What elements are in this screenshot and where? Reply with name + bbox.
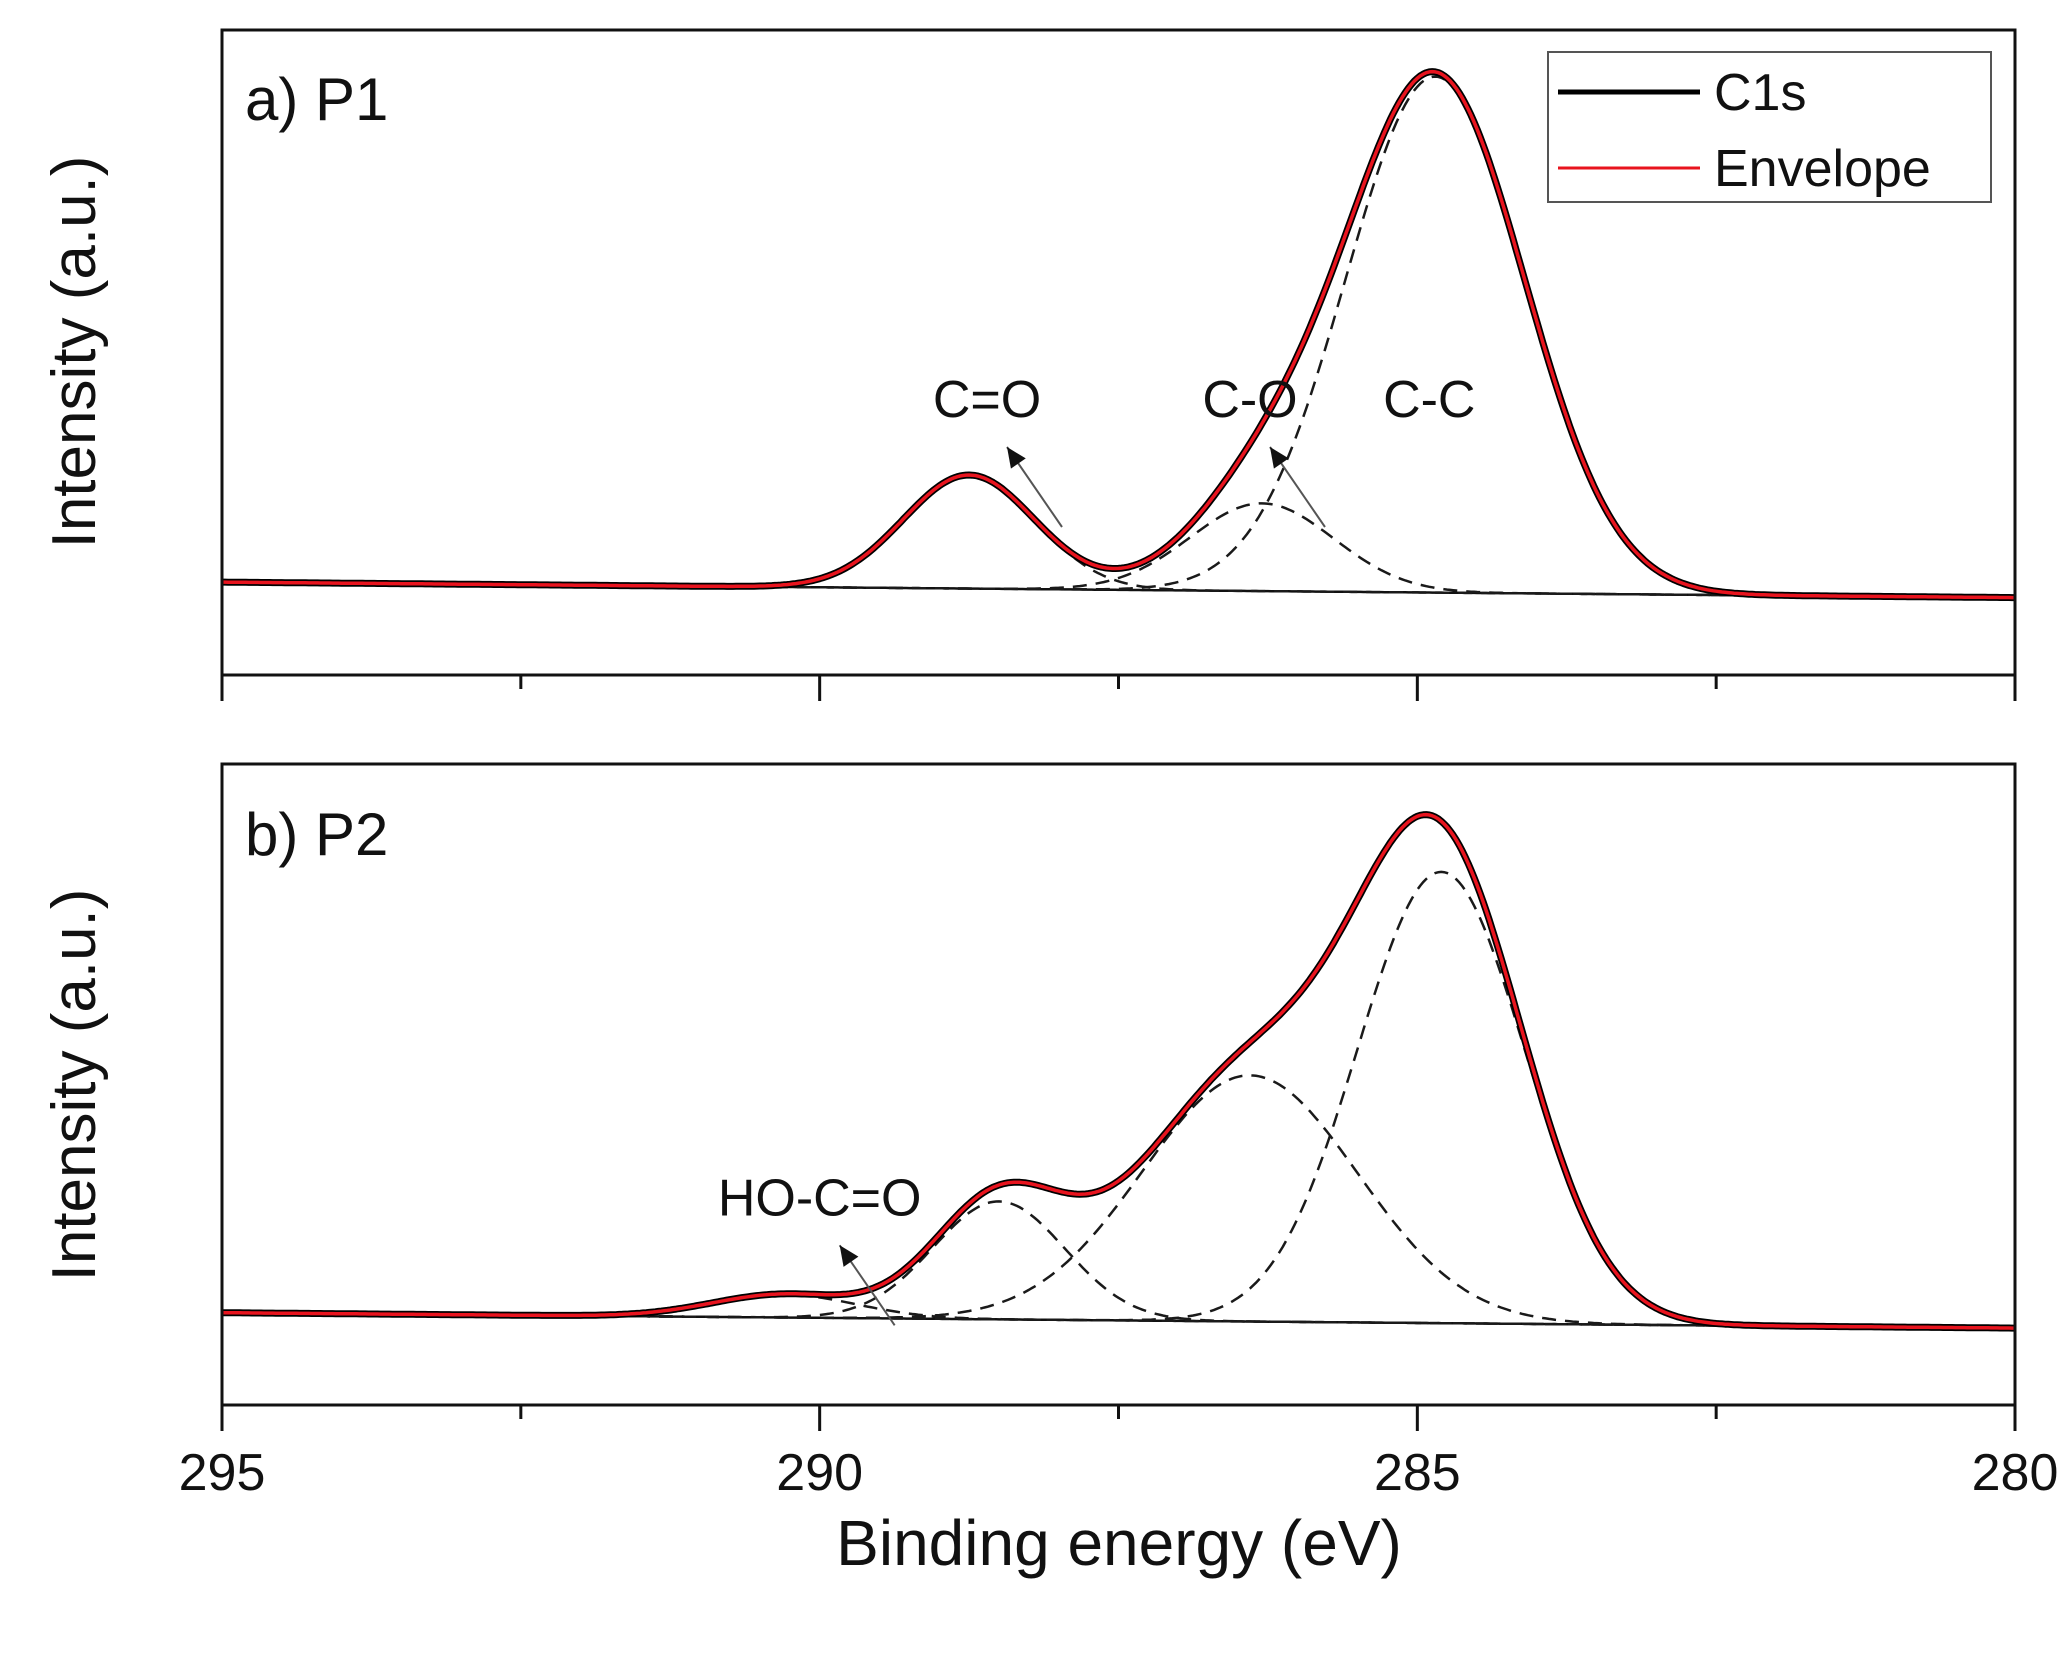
legend-envelope-label: Envelope [1714,140,1931,198]
x-tick-label: 280 [1972,1444,2059,1502]
peak-label-c-o: C-O [1202,371,1297,429]
panel-a-plot-area: C=O C-O C-C [221,68,2016,602]
component-c-o [222,502,2015,599]
panel-b-ticks [220,1405,2017,1431]
x-tick-label: 290 [776,1444,863,1502]
panel-a-label: a) P1 [245,66,388,133]
x-tick-label: 285 [1374,1444,1461,1502]
panel-a-ylabel: Intensity (a.u.) [40,156,109,549]
annotation-arrow-head [839,1245,859,1267]
panel-a-ticks [220,675,2017,701]
envelope-curve [222,69,2015,600]
annotation-arrow-head [1269,447,1289,469]
annotation-arrow-head [1007,447,1026,469]
panel-b-frame [220,762,2017,1407]
x-axis-label: Binding energy (eV) [836,1507,1402,1579]
component-c-o [222,473,2015,599]
peak-label-c-c: C-C [1383,371,1475,429]
legend-c1s-label: C1s [1714,64,1806,122]
c1s-curve [221,811,2016,1332]
envelope-curve [222,812,2015,1330]
legend-box [1547,51,1992,203]
panel-b-label: b) P2 [245,801,388,868]
x-tick-label: 295 [179,1444,266,1502]
x-tick-labels: 295 290 285 280 [179,1444,2059,1502]
component-c-c [222,870,2015,1330]
panel-b-ylabel: Intensity (a.u.) [40,889,109,1282]
component-c-o [222,1200,2015,1330]
peak-label-c-o: C=O [933,371,1041,429]
panel-a: C=O C-O C-C a) P1 Intensity (a.u.) C1s Env… [40,28,2017,701]
panel-b-plot-area: HO-C=O [221,811,2016,1332]
panel-b: HO-C=O b) P2 Intensity (a.u.) [40,762,2017,1431]
legend: C1s Envelope [1547,51,1992,203]
component-c-o [222,1074,2015,1330]
peak-label-ho-c-o: HO-C=O [718,1169,922,1227]
